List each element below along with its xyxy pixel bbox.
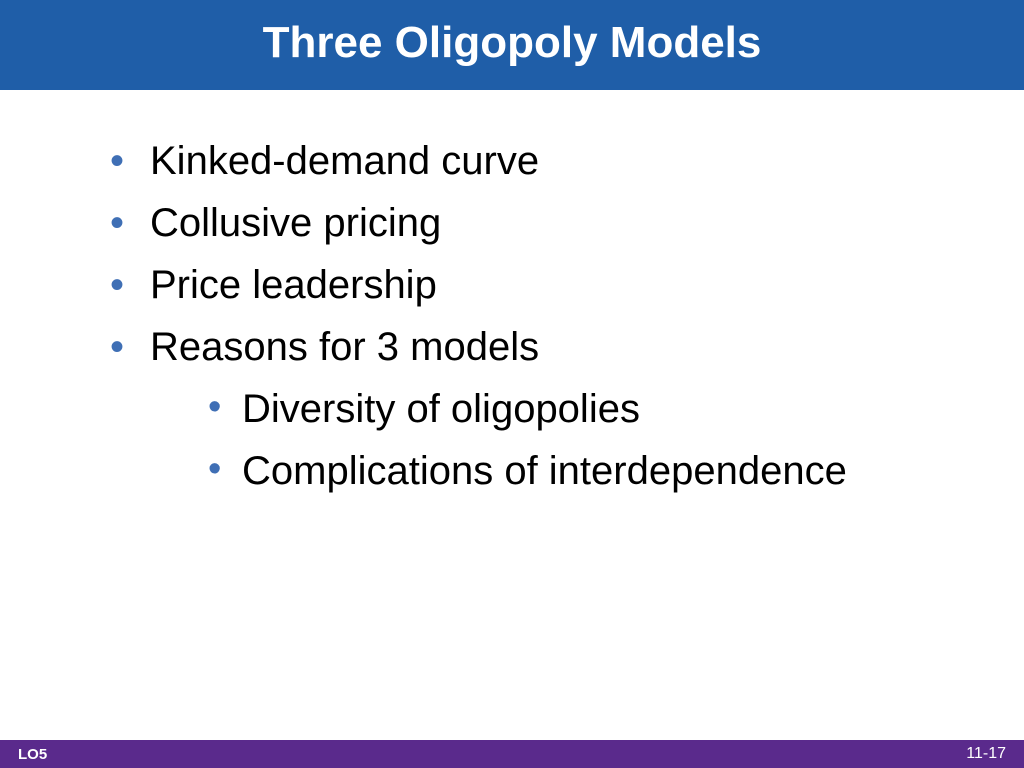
bullet-text: Kinked-demand curve	[150, 139, 539, 183]
slide-body: Kinked-demand curve Collusive pricing Pr…	[0, 90, 1024, 502]
bullet-text: Complications of interdependence	[242, 449, 847, 493]
title-bar: Three Oligopoly Models	[0, 0, 1024, 90]
bullet-text: Reasons for 3 models	[150, 325, 539, 369]
bullet-list: Kinked-demand curve Collusive pricing Pr…	[110, 130, 964, 502]
list-item: Diversity of oligopolies	[208, 378, 964, 440]
list-item: Collusive pricing	[110, 192, 964, 254]
footer-page-number: 11-17	[966, 745, 1006, 763]
list-item: Complications of interdependence	[208, 440, 964, 502]
list-item: Reasons for 3 models Diversity of oligop…	[110, 316, 964, 502]
list-item: Price leadership	[110, 254, 964, 316]
list-item: Kinked-demand curve	[110, 130, 964, 192]
bullet-text: Collusive pricing	[150, 201, 441, 245]
sub-bullet-list: Diversity of oligopolies Complications o…	[150, 378, 964, 502]
slide-title: Three Oligopoly Models	[0, 18, 1024, 68]
bullet-text: Price leadership	[150, 263, 437, 307]
bullet-text: Diversity of oligopolies	[242, 387, 640, 431]
footer-left-label: LO5	[18, 746, 47, 763]
footer-bar: LO5 11-17	[0, 740, 1024, 768]
